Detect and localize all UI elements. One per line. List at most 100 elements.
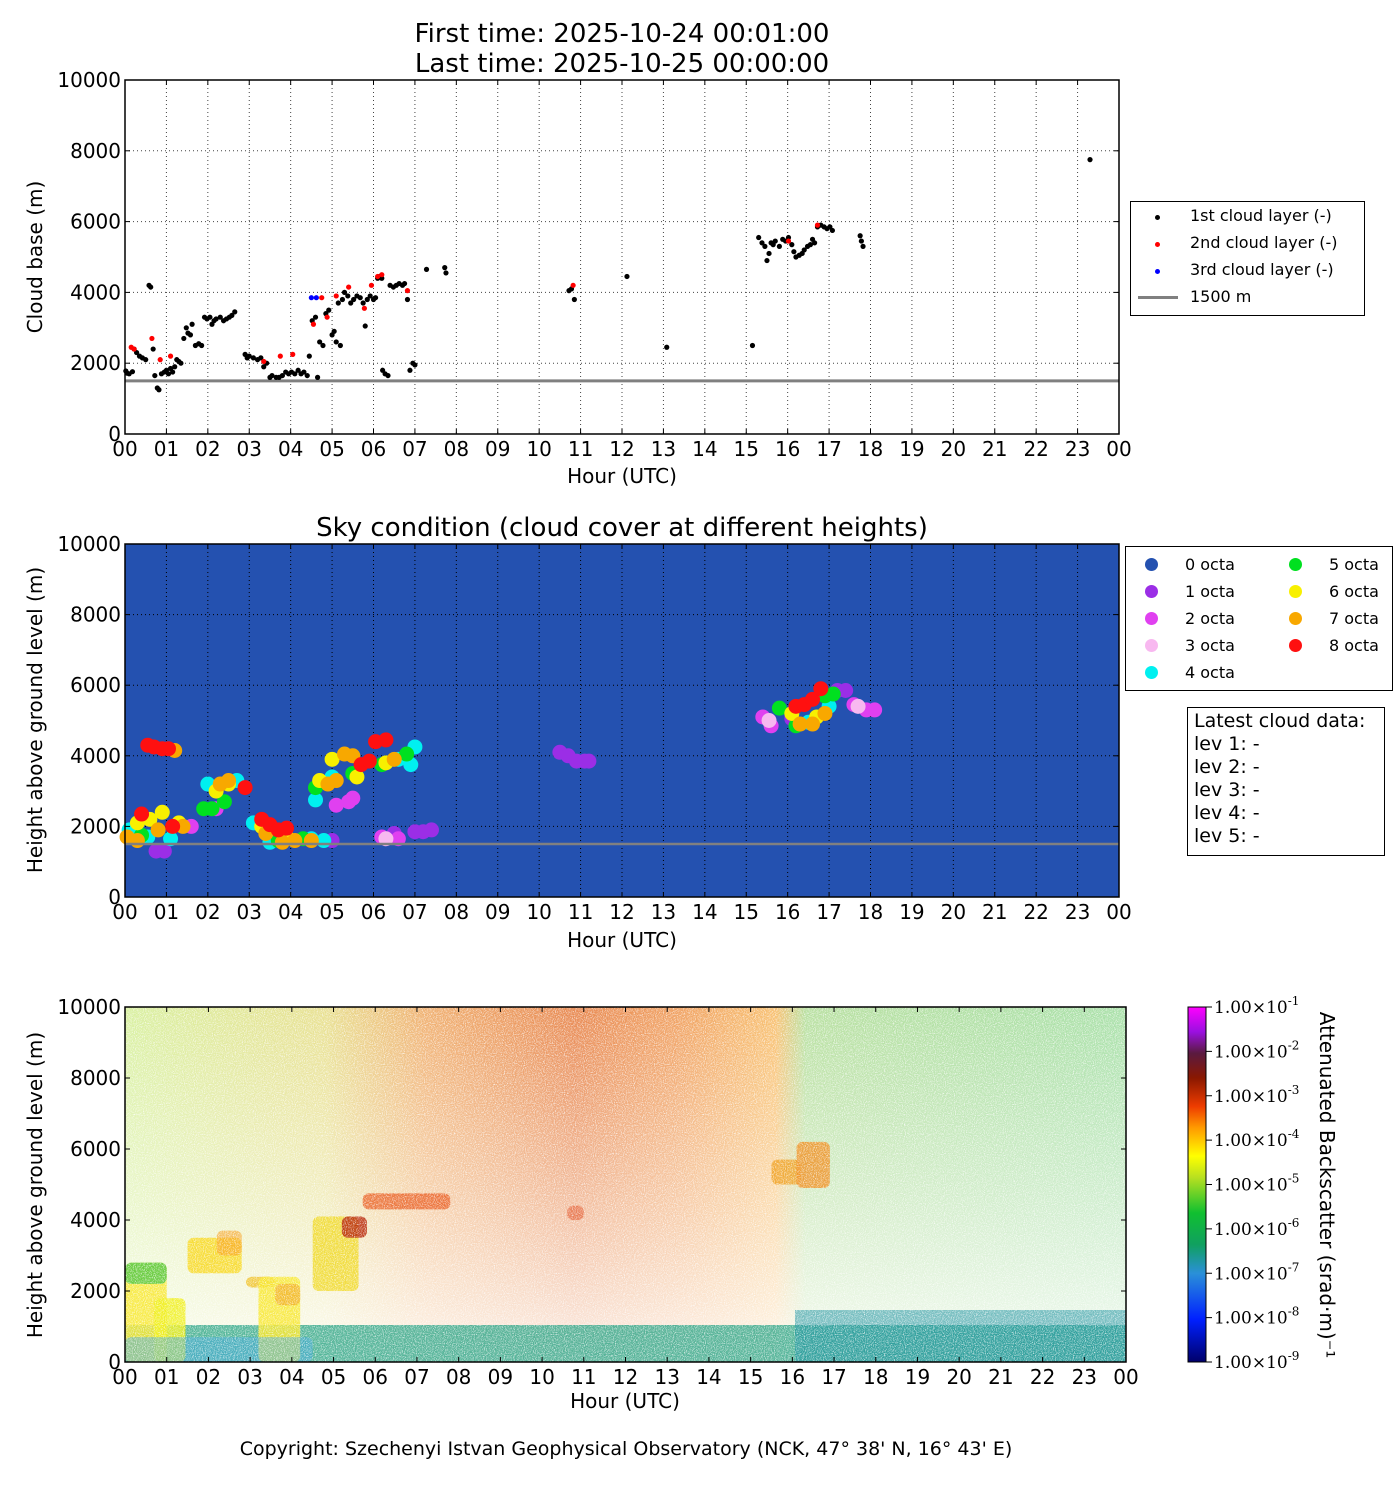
- cloud-base-point: [860, 243, 866, 249]
- cloud-base-point: [189, 321, 195, 327]
- cloud-base-point: [277, 353, 283, 359]
- legend-label-3rd-layer: 3rd cloud layer (-): [1190, 260, 1334, 279]
- sky-condition-y-ticks: 0 2000 4000 6000 8000 10000: [57, 532, 1119, 909]
- sky-condition-point: [308, 792, 324, 808]
- cloud-base-point: [143, 357, 149, 363]
- y-tick-label: 4000: [70, 744, 121, 768]
- sky-condition-point: [154, 804, 170, 820]
- x-tick-label: 15: [734, 437, 759, 461]
- cloud-base-grid: [125, 80, 1119, 434]
- latest-level-3: lev 3: -: [1194, 779, 1260, 801]
- sky-condition-point: [349, 769, 365, 785]
- x-tick-label: 14: [692, 437, 717, 461]
- x-tick-label: 22: [1030, 1365, 1055, 1389]
- cloud-base-point: [367, 293, 373, 299]
- x-tick-label: 03: [237, 900, 262, 924]
- sky-condition-point: [274, 834, 290, 850]
- x-tick-label: 21: [982, 900, 1007, 924]
- legend-marker-2nd-layer: [1155, 242, 1160, 247]
- y-tick-label: 2000: [70, 351, 121, 375]
- cloud-base-point: [759, 240, 765, 246]
- sky-condition-point: [163, 831, 179, 847]
- cloud-base-point: [165, 371, 172, 377]
- x-tick-label: 05: [321, 1365, 346, 1389]
- cloud-base-point: [571, 296, 577, 303]
- cloud-base-x-axis-label: Hour (UTC): [567, 464, 677, 488]
- cloud-base-point: [749, 342, 756, 349]
- latest-level-5: lev 5: -: [1194, 825, 1260, 847]
- cloud-base-y-ticks: 0 2000 4000 6000 8000 10000: [57, 68, 1119, 446]
- cloud-base-point: [157, 357, 163, 363]
- cloud-base-point: [624, 273, 630, 280]
- latest-level-1: lev 1: -: [1194, 733, 1260, 755]
- y-tick-label: 4000: [70, 280, 121, 304]
- cloud-base-point: [310, 321, 317, 327]
- colorbar: [1187, 1006, 1207, 1363]
- sky-condition-point: [134, 806, 150, 822]
- x-tick-label: 07: [402, 900, 427, 924]
- sky-condition-point: [204, 801, 220, 817]
- y-tick-label: 0: [108, 1350, 121, 1374]
- cloud-base-point: [312, 314, 319, 320]
- sky-condition-point: [805, 716, 821, 732]
- cloud-base-point: [829, 227, 835, 234]
- x-tick-label: 11: [568, 900, 593, 924]
- cloud-base-point: [360, 300, 366, 306]
- x-tick-label: 06: [363, 1365, 388, 1389]
- cloud-base-point: [379, 272, 385, 278]
- x-tick-label: 00: [112, 1365, 137, 1389]
- sky-condition-panel: Sky condition (cloud cover at different …: [23, 513, 1132, 952]
- y-tick-label: 0: [108, 885, 121, 909]
- x-tick-label: 10: [526, 900, 551, 924]
- cloud-base-point: [167, 353, 174, 359]
- copyright-footer: Copyright: Szechenyi Istvan Geophysical …: [239, 1438, 1013, 1460]
- cloud-base-point: [217, 314, 223, 320]
- x-tick-label: 00: [1106, 900, 1131, 924]
- x-tick-label: 18: [858, 900, 883, 924]
- cloud-base-point: [337, 342, 343, 349]
- legend-marker-2-octa: [1145, 612, 1158, 625]
- cloud-base-point: [172, 364, 178, 370]
- legend-marker-3-octa: [1145, 639, 1158, 652]
- x-tick-label: 21: [988, 1365, 1013, 1389]
- colorbar-label: Attenuated Backscatter (srad·m)⁻¹: [1315, 1012, 1339, 1359]
- x-tick-label: 15: [734, 900, 759, 924]
- x-tick-label: 12: [613, 1365, 638, 1389]
- sky-condition-x-ticks: 00 01 02 03 04 05 06 07 08 09 10 11 12 13 14 15 16 17 18 19…: [112, 544, 1132, 924]
- sky-condition-point: [378, 831, 394, 847]
- x-tick-label: 14: [696, 1365, 721, 1389]
- cloud-base-point: [301, 369, 307, 375]
- cloud-base-point: [199, 342, 205, 349]
- y-tick-label: 0: [108, 422, 121, 446]
- x-tick-label: 12: [609, 437, 634, 461]
- cloud-base-point: [357, 295, 363, 301]
- x-tick-label: 22: [1023, 900, 1048, 924]
- cloud-base-point: [129, 369, 136, 375]
- x-tick-label: 23: [1065, 437, 1090, 461]
- x-tick-label: 10: [529, 1365, 554, 1389]
- cloud-base-point: [811, 240, 818, 246]
- x-tick-label: 09: [485, 900, 510, 924]
- sky-condition-point: [825, 686, 841, 702]
- cloud-base-point: [404, 288, 411, 294]
- cloud-base-point: [412, 362, 418, 368]
- cloud-base-point: [858, 238, 864, 244]
- cloud-base-point: [313, 295, 319, 301]
- y-tick-label: 2000: [70, 1279, 121, 1303]
- x-tick-label: 21: [982, 437, 1007, 461]
- sky-condition-point: [850, 698, 866, 714]
- x-tick-label: 15: [738, 1365, 763, 1389]
- colorbar-tick-label: 1.00×10-2: [1214, 1038, 1299, 1062]
- x-tick-label: 07: [402, 437, 427, 461]
- cloud-base-point: [361, 305, 367, 311]
- legend-marker-0-octa: [1145, 558, 1158, 571]
- x-tick-label: 05: [319, 900, 344, 924]
- cloud-base-point: [341, 289, 348, 295]
- latest-level-2: lev 2: -: [1194, 756, 1260, 778]
- backscatter-noise-overlay: [125, 1007, 1126, 1362]
- cloud-base-point: [229, 312, 235, 319]
- x-tick-label: 14: [692, 900, 717, 924]
- x-tick-label: 23: [1065, 900, 1090, 924]
- cloud-base-point: [183, 325, 189, 331]
- sky-condition-point: [156, 843, 172, 859]
